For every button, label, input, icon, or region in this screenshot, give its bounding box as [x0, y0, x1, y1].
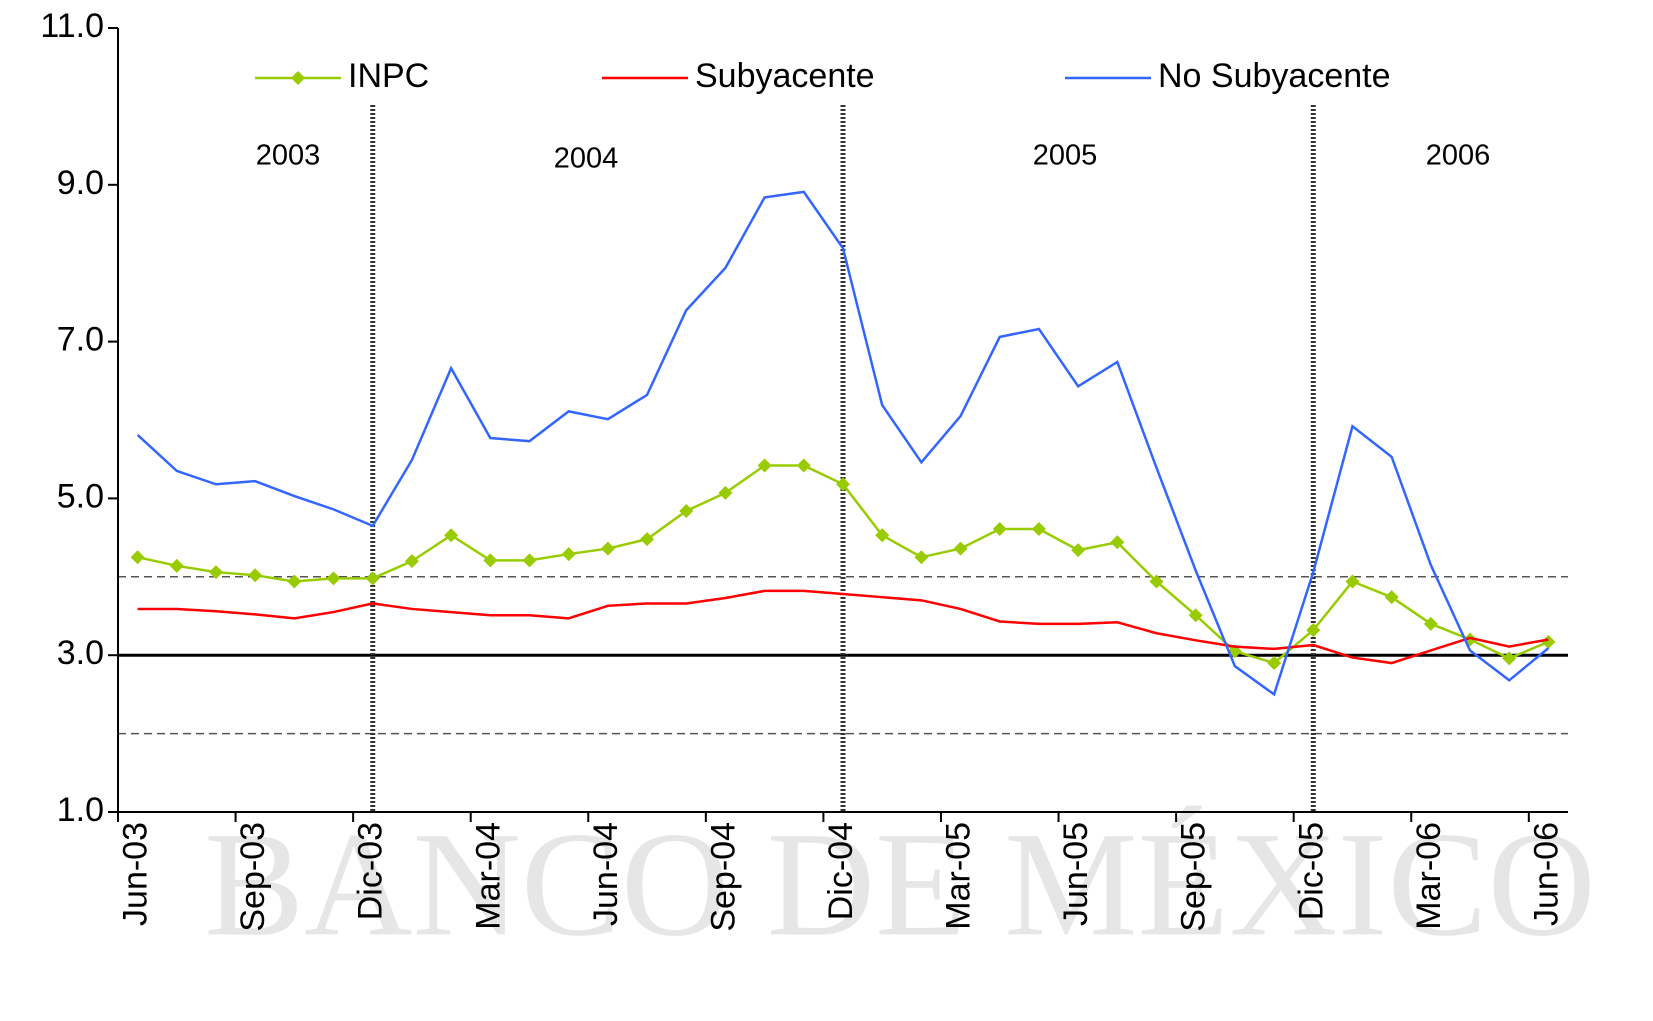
point-marker	[718, 485, 733, 500]
point-marker	[1031, 521, 1046, 536]
y-tick-label: 5.0	[57, 477, 104, 515]
x-tick-label: Sep-05	[1175, 822, 1213, 932]
x-tick-label: Jun-06	[1527, 822, 1565, 926]
point-marker	[600, 541, 615, 556]
x-tick-label: Jun-05	[1057, 822, 1095, 926]
point-marker	[522, 553, 537, 568]
x-tick-label: Dic-04	[822, 822, 860, 920]
point-marker	[404, 554, 419, 569]
x-tick-label: Mar-06	[1410, 822, 1448, 930]
point-marker	[679, 503, 694, 518]
point-marker	[248, 568, 263, 583]
series-line	[137, 589, 1549, 665]
point-marker	[836, 477, 850, 492]
point-marker	[1541, 634, 1556, 649]
year-label: 2006	[1426, 140, 1491, 172]
point-marker	[1188, 608, 1203, 623]
point-marker	[287, 574, 302, 589]
year-label: 2004	[554, 143, 619, 175]
legend-label: Subyacente	[695, 57, 875, 95]
point-marker	[992, 521, 1007, 536]
point-marker	[1502, 651, 1517, 666]
x-tick-label: Mar-05	[940, 822, 978, 930]
watermark: BANCO DE MÉXICO	[204, 801, 1596, 967]
point-marker	[169, 558, 184, 573]
x-tick-label: Mar-04	[469, 822, 507, 930]
point-marker	[757, 458, 772, 473]
x-tick-label: Dic-03	[352, 822, 390, 920]
y-tick-label: 3.0	[57, 634, 104, 672]
x-tick-label: Jun-03	[117, 822, 155, 926]
x-tick-label: Dic-05	[1292, 822, 1330, 920]
y-tick-label: 11.0	[40, 7, 104, 45]
point-marker	[1384, 590, 1399, 605]
point-marker	[1110, 535, 1125, 550]
point-marker	[1423, 616, 1438, 631]
y-tick-label: 1.0	[57, 791, 104, 829]
y-tick-label: 9.0	[57, 164, 104, 202]
point-marker	[1306, 623, 1321, 638]
point-marker	[483, 553, 498, 568]
point-marker	[796, 458, 811, 473]
point-marker	[640, 532, 655, 547]
point-marker	[914, 550, 929, 565]
point-marker	[130, 550, 145, 565]
point-marker	[444, 528, 459, 543]
point-marker	[953, 541, 968, 556]
point-marker	[875, 528, 890, 543]
point-marker	[1071, 543, 1086, 558]
legend-marker	[291, 71, 305, 85]
point-marker	[561, 547, 576, 562]
legend-label: No Subyacente	[1158, 57, 1391, 95]
point-marker	[1149, 574, 1164, 589]
year-label: 2005	[1033, 140, 1098, 172]
x-tick-label: Sep-04	[704, 822, 742, 932]
y-tick-label: 7.0	[57, 321, 104, 359]
legend-label: INPC	[348, 57, 429, 95]
x-tick-label: Jun-04	[587, 822, 625, 926]
year-label: 2003	[256, 140, 321, 172]
point-marker	[1345, 574, 1360, 589]
point-marker	[326, 571, 341, 586]
series-line	[136, 190, 1550, 697]
point-marker	[1267, 656, 1282, 671]
point-marker	[208, 565, 223, 580]
x-tick-label: Sep-03	[234, 822, 272, 932]
point-marker	[365, 571, 380, 586]
